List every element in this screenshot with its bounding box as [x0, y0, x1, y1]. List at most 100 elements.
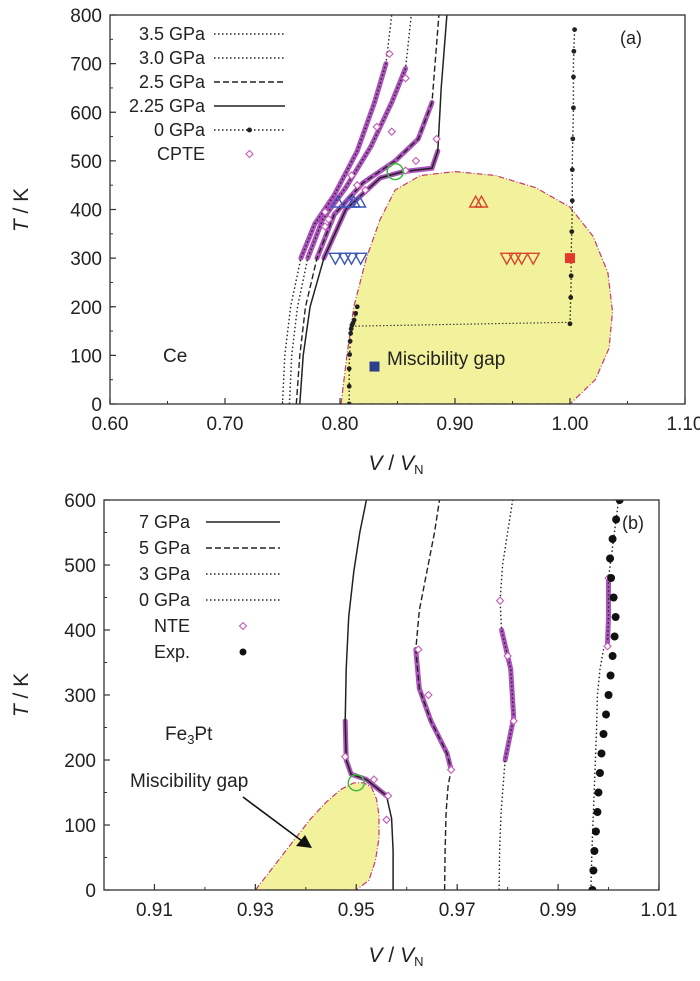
panel-a-series-line-3 [299, 15, 448, 404]
panel-b-x-tick-label-3: 0.97 [439, 900, 476, 921]
panel-b-y-tick-label-3: 300 [64, 686, 96, 707]
panel-b-nte-point [503, 651, 512, 661]
panel-a-x-tick-label-3: 0.90 [437, 414, 474, 435]
panel-a-x-tick-label-0: 0.60 [92, 414, 129, 435]
panel-a-x-label-den: V [400, 452, 416, 475]
panel-a-critical-point [386, 162, 404, 181]
panel-b-nte-point [446, 765, 456, 775]
panel-b-legend-sample-4 [238, 621, 248, 631]
panel-a-red-down-triangle [526, 252, 541, 266]
panel-b-y-tick-label-2: 200 [64, 751, 96, 772]
panel-a-blue-down-triangle [328, 252, 343, 266]
panel-a-tie-line [351, 321, 571, 327]
panel-b-plot-frame [103, 499, 660, 891]
panel-a-0gpa-dot [346, 366, 352, 372]
panel-b-legend-label-3: 0 GPa [139, 590, 191, 610]
panel-a-blue-down-triangle [353, 252, 368, 266]
panel-b-nte-point [495, 596, 505, 606]
panel-a-0gpa-dot [571, 74, 576, 80]
panel-b-series-line-1 [415, 500, 452, 890]
panel-a-x-tick-label-5: 1.10 [667, 414, 700, 435]
panel-a-0gpa-dot [569, 198, 575, 204]
panel-b-material-tail: Pt [194, 724, 213, 745]
panel-a-legend-label-1: 3.0 GPa [139, 48, 206, 68]
panel-b-legend: 7 GPa 5 GPa 3 GPa 0 GPa NTE Exp. [139, 512, 280, 662]
panel-a-x-axis-label: V / VN [369, 452, 424, 477]
panel-b-exp-point [594, 788, 603, 797]
panel-a-y-tick-label-4: 400 [70, 201, 102, 222]
panel-a-0gpa-dot [568, 295, 574, 300]
panel-b-x-label-den: V [400, 944, 416, 967]
panel-a-x-tick-label-4: 1.00 [552, 414, 589, 435]
panel-a-series-line-0 [281, 15, 393, 404]
panel-b-gap-annotation: Miscibility gap [130, 771, 248, 792]
panel-a-curves-layer [281, 15, 577, 404]
panel-a-blue-down-triangle [337, 252, 352, 266]
panel-a-legend-label-2: 2.5 GPa [139, 72, 206, 92]
panel-b-x-tick-label-5: 1.01 [641, 900, 678, 921]
panel-b-material-sub: 3 [187, 732, 194, 747]
panel-b-x-tick-label-2: 0.95 [338, 900, 375, 921]
panel-b-exp-point [593, 808, 602, 816]
panel-a-cpte-point [432, 134, 441, 144]
panel-a-material-label: Ce [163, 346, 187, 367]
panel-b-exp-point [604, 691, 613, 699]
panel-a-0gpa-dot [569, 167, 575, 173]
panel-a-miscibility-gap-region [340, 170, 614, 404]
panel-a-y-tick-label-3: 300 [70, 249, 102, 270]
panel-a-legend-label-0: 3.5 GPa [139, 24, 206, 44]
panel-b-x-label-slash: / [383, 944, 401, 967]
panel-a-red-down-triangle [507, 252, 522, 266]
panel-b-exp-point [611, 613, 620, 621]
panel-b-exp-point [590, 847, 599, 855]
panel-b-legend-label-4: NTE [154, 616, 190, 636]
panel-b-exp-point [595, 769, 604, 777]
panel-a-0gpa-dot [571, 48, 577, 54]
panel-a-legend-label-5: CPTE [157, 144, 205, 164]
panel-b-y-label-sym: T [10, 702, 33, 717]
panel-b-exp-point [588, 886, 597, 890]
panel-a-legend-sample-dot-4 [247, 127, 252, 133]
panel-a-y-tick-label-7: 700 [70, 55, 102, 76]
panel-a-label: (a) [620, 28, 642, 48]
panel-a-red-up-triangle [474, 194, 489, 208]
panel-b-critical-point [347, 774, 366, 792]
panel-b-material-main: Fe [165, 724, 187, 745]
panel-b-legend-label-1: 5 GPa [139, 538, 191, 558]
panel-a-0gpa-dot [351, 317, 357, 323]
panel-a-series-line-5 [569, 29, 576, 324]
panel-a-blue-up-triangle [330, 194, 345, 208]
panel-b-nte-band-2 [499, 627, 517, 763]
panel-b-y-tick-label-5: 500 [64, 556, 96, 577]
panel-a-0gpa-dot [567, 321, 573, 327]
panel-a-gap-annotation: Miscibility gap [387, 349, 505, 370]
panel-a-cpte-point [347, 171, 356, 180]
panel-b-exp-point [606, 671, 615, 680]
panel-b-x-label-num: V [369, 944, 385, 967]
panel-a-y-label-unit: K [10, 188, 33, 202]
panel-b-nte-point [369, 775, 379, 784]
panel-a-cpte-point [401, 73, 410, 83]
panel-b: 0.91 0.93 0.95 0.97 0.99 1.01 0 100 200 300 400 500… [10, 491, 677, 969]
panel-b-legend-label-5: Exp. [154, 642, 190, 662]
panel-a-0gpa-dot [347, 338, 353, 344]
panel-b-gap-layer [254, 782, 380, 890]
panel-a-x-label-sub: N [414, 462, 423, 477]
panel-b-x-tick-label-4: 0.99 [540, 900, 577, 921]
panel-b-exp-point [609, 593, 618, 602]
panel-b-nte-point [509, 716, 518, 726]
panel-b-x-axis-label: V / VN [369, 944, 424, 969]
panel-a-y-tick-label-0: 0 [91, 395, 102, 416]
panel-b-exp-point [608, 652, 617, 660]
panel-b-series-line-3 [590, 500, 620, 890]
panel-a-y-tick-label-5: 500 [70, 152, 102, 173]
panel-b-exp-point [607, 574, 616, 582]
panel-a-legend: 3.5 GPa 3.0 GPa 2.5 GPa 2.25 GPa 0 GPa CPTE [129, 24, 285, 164]
panel-b-y-tick-label-1: 100 [64, 816, 96, 837]
panel-b-legend-label-0: 7 GPa [139, 512, 191, 532]
panel-a-cpte-point [411, 156, 421, 166]
panel-a-cpte-band-0 [298, 61, 389, 261]
panel-a-x-tick-label-1: 0.70 [207, 414, 244, 435]
panel-a-x-label-slash: / [383, 452, 401, 475]
